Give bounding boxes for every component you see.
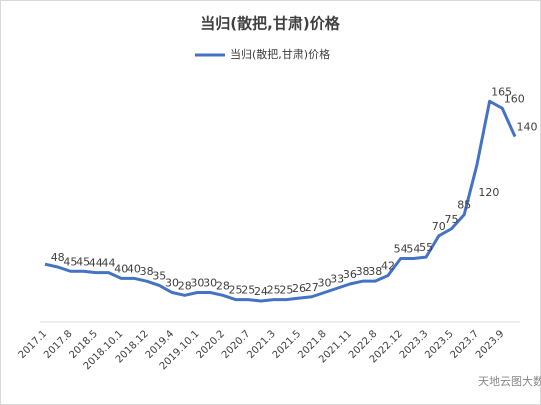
data-label: 55 [419, 241, 433, 254]
data-label: 140 [517, 121, 538, 134]
data-label: 45 [76, 255, 90, 268]
data-label: 70 [432, 220, 446, 233]
data-label: 48 [51, 251, 65, 264]
data-label: 38 [356, 265, 370, 278]
data-label: 75 [444, 213, 458, 226]
data-label: 42 [381, 260, 395, 273]
data-label: 26 [292, 282, 306, 295]
data-label: 28 [216, 279, 230, 292]
data-label: 33 [330, 272, 344, 285]
data-label: 30 [203, 277, 217, 290]
line [44, 99, 517, 303]
data-label: 36 [343, 268, 357, 281]
data-label: 160 [504, 92, 525, 105]
data-label: 40 [127, 262, 141, 275]
data-label: 28 [178, 279, 192, 292]
data-label: 165 [491, 85, 512, 98]
data-label: 44 [102, 257, 116, 270]
data-label: 25 [279, 284, 293, 297]
data-label: 85 [457, 199, 471, 212]
legend-label: 当归(散把,甘肃)价格 [230, 47, 330, 61]
data-label: 120 [478, 186, 499, 199]
data-label: 30 [165, 277, 179, 290]
data-label: 27 [305, 281, 319, 294]
data-label: 38 [368, 265, 382, 278]
data-label: 25 [267, 284, 281, 297]
data-label: 25 [241, 284, 255, 297]
data-label: 38 [140, 265, 154, 278]
data-label: 45 [63, 255, 77, 268]
data-label: 25 [229, 284, 243, 297]
chart-title: 当归(散把,甘肃)价格 [200, 15, 340, 33]
watermark: 天地云图大数据 [478, 374, 541, 388]
data-label: 24 [254, 285, 268, 298]
data-label: 35 [152, 269, 166, 282]
data-label: 30 [317, 277, 331, 290]
data-label: 30 [190, 277, 204, 290]
data-label: 44 [89, 257, 103, 270]
data-label: 54 [406, 243, 420, 256]
data-label: 54 [394, 243, 408, 256]
data-label: 40 [114, 262, 128, 275]
